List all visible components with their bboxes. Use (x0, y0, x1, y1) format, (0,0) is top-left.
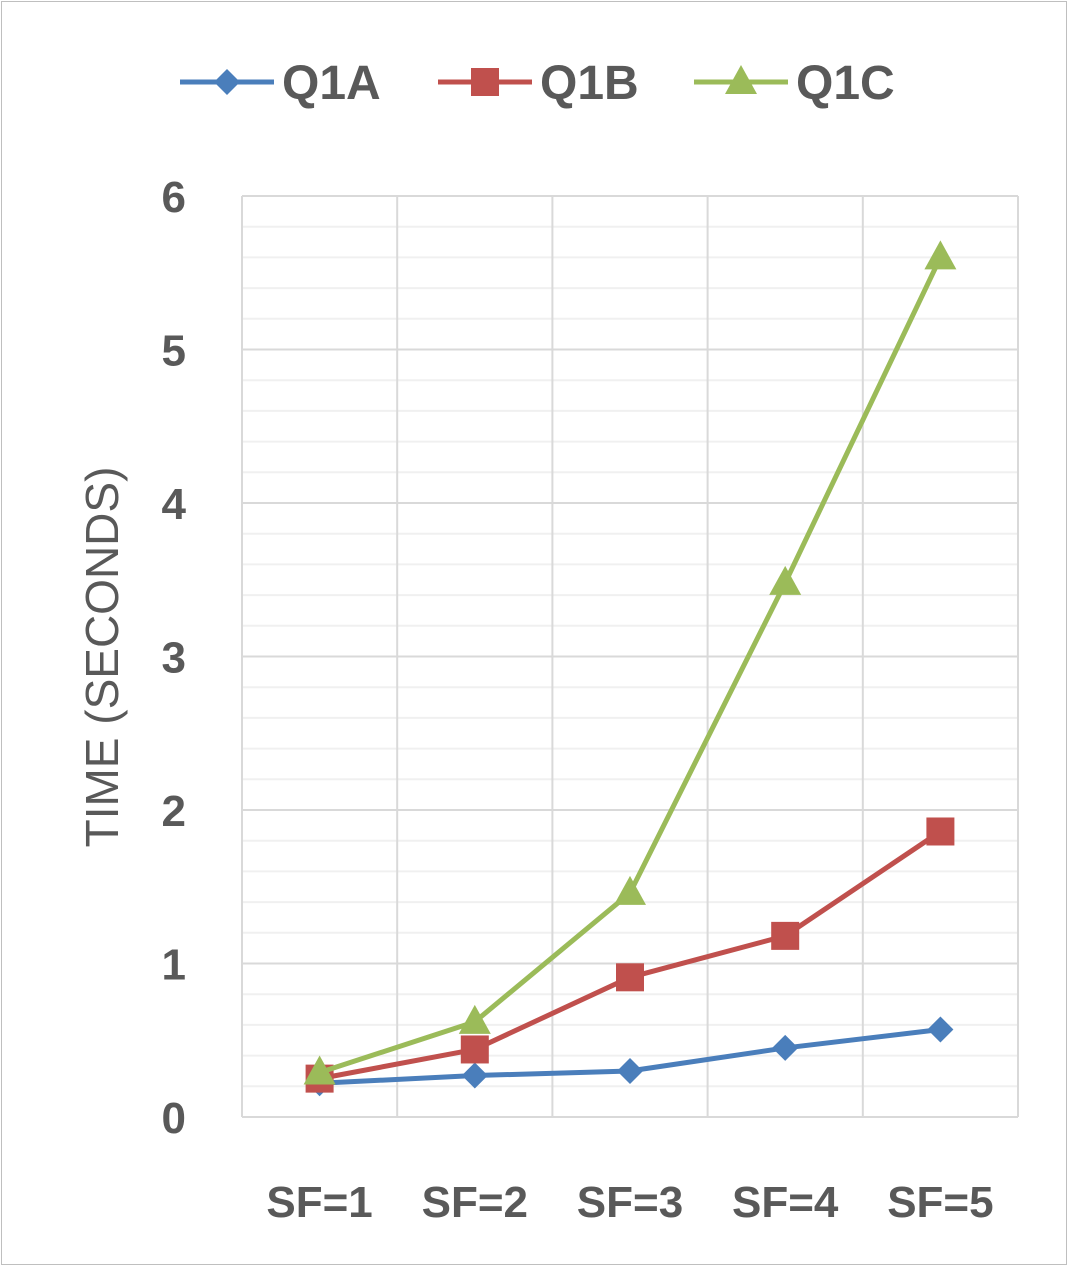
y-tick-label: 6 (162, 173, 186, 222)
data-point-q1c (769, 565, 802, 595)
data-point-q1b (460, 1035, 489, 1064)
y-tick-label: 5 (162, 327, 186, 376)
legend-item-q1b: Q1B (438, 57, 639, 110)
x-category-label: SF=2 (422, 1178, 528, 1227)
y-tick-label: 2 (162, 787, 186, 836)
y-axis-ticks: 0 1 2 3 4 5 6 (162, 173, 187, 1143)
data-point-q1a (461, 1062, 488, 1089)
series-q1c (303, 240, 957, 1085)
legend: Q1A Q1B Q1C (180, 57, 895, 110)
series-q1b (305, 817, 955, 1093)
data-point-q1c (303, 1055, 336, 1085)
data-point-q1c (458, 1004, 491, 1034)
legend-marker-q1b (471, 68, 499, 96)
data-point-q1c (614, 875, 646, 905)
grid (241, 195, 1019, 1118)
y-tick-label: 1 (162, 941, 186, 990)
data-point-q1b (771, 921, 800, 950)
x-category-label: SF=5 (887, 1178, 993, 1227)
series-layer (303, 240, 957, 1097)
x-axis-categories: SF=1 SF=2 SF=3 SF=4 SF=5 (266, 1178, 993, 1227)
x-category-label: SF=3 (577, 1178, 683, 1227)
y-tick-label: 3 (162, 634, 186, 683)
y-axis-title: TIME (SECONDS) (76, 467, 128, 848)
legend-label-q1a: Q1A (282, 57, 381, 110)
x-category-label: SF=4 (732, 1178, 839, 1227)
y-tick-label: 4 (162, 480, 187, 529)
legend-marker-q1c (725, 65, 757, 94)
data-point-q1b (926, 817, 955, 846)
data-point-q1c (924, 240, 957, 270)
x-category-label: SF=1 (266, 1178, 372, 1227)
legend-item-q1a: Q1A (180, 57, 381, 110)
data-point-q1a (927, 1016, 954, 1043)
data-point-q1a (772, 1034, 799, 1061)
data-point-q1a (617, 1057, 643, 1084)
y-tick-label: 0 (162, 1094, 186, 1143)
data-point-q1b (616, 963, 644, 992)
legend-label-q1b: Q1B (540, 57, 639, 110)
legend-marker-q1a (214, 69, 240, 95)
legend-item-q1c: Q1C (694, 57, 895, 110)
legend-label-q1c: Q1C (796, 57, 895, 110)
